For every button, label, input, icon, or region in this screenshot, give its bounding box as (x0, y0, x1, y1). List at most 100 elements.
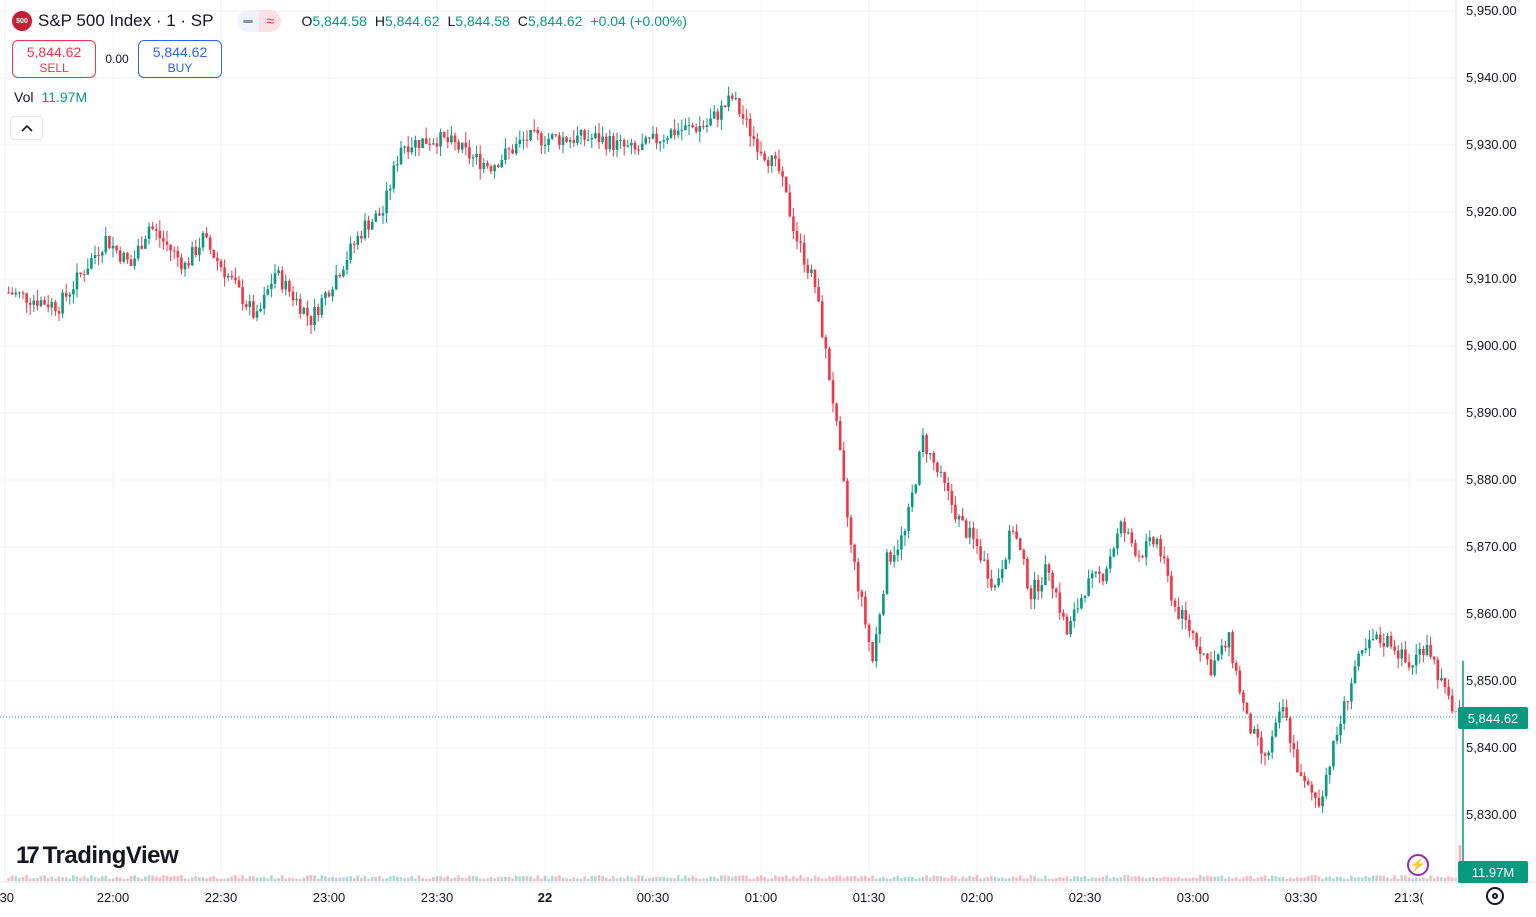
volume-bar (64, 877, 68, 881)
candle-body (669, 129, 673, 139)
candle-body (190, 246, 194, 266)
candle-body (896, 549, 900, 556)
candle-body (766, 160, 770, 166)
candle-body (838, 421, 842, 451)
candle-body (54, 302, 57, 312)
candle-body (489, 166, 493, 172)
symbol-title[interactable]: S&P 500 Index · 1 · SP (38, 11, 214, 30)
candle-body (309, 315, 313, 325)
volume-bar (684, 875, 687, 881)
volume-bar (1166, 877, 1170, 881)
candle-body (1321, 796, 1324, 807)
buy-button[interactable]: 5,844.62 BUY (138, 40, 222, 78)
candle-body (457, 141, 460, 150)
approx-icon[interactable]: ≈ (259, 10, 282, 32)
volume-bar (1188, 878, 1191, 881)
volume-bar (1011, 876, 1015, 881)
volume-bar (1008, 878, 1011, 881)
candle-body (500, 160, 504, 168)
buy-label: BUY (167, 60, 193, 75)
collapse-legend-button[interactable] (10, 116, 43, 140)
volume-bar (705, 878, 709, 881)
candle-body (622, 140, 626, 147)
candle-body (702, 126, 705, 128)
candle-body (1432, 656, 1436, 660)
low-value: 5,844.58 (455, 13, 510, 29)
y-tick-label: 5,840.00 (1466, 740, 1517, 755)
candle-body (1004, 559, 1008, 570)
volume-bar (903, 877, 907, 881)
candle-body (698, 126, 702, 132)
candle-body (450, 135, 453, 143)
candle-body (205, 233, 208, 238)
candle-body (39, 300, 43, 306)
chart-mode-toggle[interactable]: ≈ (237, 10, 282, 32)
settings-gear-icon[interactable] (1486, 887, 1504, 905)
volume-bar (1094, 877, 1098, 881)
volume-bar (759, 875, 763, 881)
volume-bar (435, 876, 439, 881)
candle-body (946, 482, 950, 491)
volume-bar (619, 877, 622, 881)
volume-bar (1155, 877, 1159, 881)
candle-body (525, 139, 529, 141)
volume-bar (694, 877, 698, 881)
time-axis: :30 22:00 22:30 23:00 23:30 22 00:30 01:00 01:30… (0, 890, 1424, 905)
candle-body (1364, 648, 1368, 651)
sell-button[interactable]: 5,844.62 SELL (12, 40, 96, 78)
volume-bar (1396, 878, 1400, 881)
volume-bar (1285, 878, 1288, 881)
volume-bar (1072, 876, 1076, 881)
volume-bar (727, 875, 730, 881)
y-tick-label: 5,930.00 (1466, 137, 1517, 152)
candle-body (122, 252, 126, 262)
volume-bar (25, 875, 28, 881)
candle-body (1350, 683, 1353, 702)
volume-bar (28, 878, 32, 881)
candle-body (1159, 538, 1162, 557)
volume-bar (1119, 877, 1123, 881)
candle-body (327, 292, 331, 297)
candle-body (1411, 665, 1414, 668)
volume-bar (626, 875, 630, 881)
candle-body (100, 252, 104, 256)
candle-body (392, 165, 396, 189)
candle-body (1177, 606, 1180, 619)
volume-bar (133, 875, 136, 881)
candle-body (936, 462, 939, 473)
candle-body (302, 307, 306, 314)
volume-bar (831, 876, 835, 881)
volume-bar (892, 876, 896, 881)
volume-bars (7, 845, 1462, 881)
candle-body (1263, 753, 1267, 756)
candle-body (360, 235, 363, 239)
candle-body (460, 142, 464, 150)
candle-body (918, 451, 921, 485)
volume-bar (1432, 878, 1436, 881)
lightning-icon[interactable]: ⚡ (1407, 854, 1429, 876)
y-tick-label: 5,940.00 (1466, 70, 1517, 85)
candle-body (1094, 571, 1098, 574)
volume-bar (1278, 876, 1281, 881)
minus-icon[interactable] (237, 10, 259, 32)
candle-body (1105, 568, 1108, 582)
candle-body (291, 291, 295, 301)
volume-bar (561, 877, 565, 881)
tradingview-logo[interactable]: 17 TradingView (16, 842, 179, 870)
volume-bar (979, 878, 982, 881)
volume-bar (82, 876, 86, 881)
candle-body (1087, 578, 1090, 596)
candle-body (648, 137, 651, 139)
volume-bar (590, 875, 594, 881)
volume-bar (93, 877, 97, 881)
candle-body (543, 144, 547, 146)
candle-body (925, 435, 928, 455)
volume-bar (252, 876, 255, 881)
candle-body (298, 298, 302, 314)
candle-body (514, 143, 518, 154)
volume-bar (990, 875, 993, 881)
spread-value: 0.00 (105, 52, 129, 66)
candle-body (262, 294, 266, 309)
volume-bar (97, 877, 100, 881)
